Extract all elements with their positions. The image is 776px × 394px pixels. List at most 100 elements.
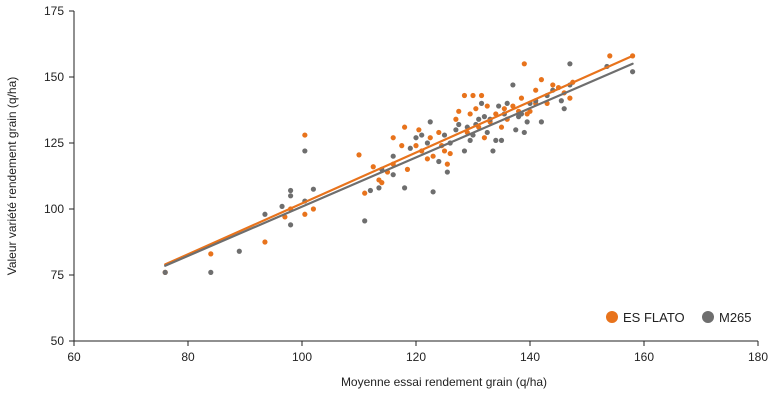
data-point-m265: [427, 119, 433, 125]
y-tick-label: 100: [44, 202, 64, 216]
data-point-m265: [490, 148, 496, 154]
data-point-es-flato: [481, 135, 487, 141]
legend-marker-es-flato: [606, 311, 618, 323]
y-ticks: 50 75 100 125 150 175: [44, 4, 74, 348]
data-point-m265: [419, 132, 425, 138]
x-ticks: 60 80 100 120 140 160 180: [67, 341, 768, 364]
x-tick-label: 180: [748, 350, 768, 364]
data-point-es-flato: [453, 116, 459, 122]
data-point-m265: [310, 186, 316, 192]
data-point-m265: [558, 98, 564, 104]
data-point-m265: [362, 218, 368, 224]
data-point-m265: [208, 269, 214, 275]
data-point-m265: [376, 185, 382, 191]
x-tick-label: 60: [67, 350, 81, 364]
trendline-es-flato: [164, 54, 634, 266]
legend-box: [596, 302, 764, 330]
data-point-es-flato: [461, 92, 468, 99]
x-tick-label: 80: [181, 350, 195, 364]
trendline-m265: [164, 62, 634, 267]
data-point-es-flato: [518, 95, 525, 101]
data-point-m265: [430, 189, 436, 195]
data-point-m265: [567, 61, 573, 67]
data-point-es-flato: [424, 156, 430, 162]
y-tick-label: 125: [44, 136, 64, 150]
data-point-es-flato: [498, 124, 505, 130]
data-point-es-flato: [456, 108, 462, 114]
data-point-m265: [521, 129, 527, 136]
data-point-m265: [561, 106, 567, 112]
data-point-m265: [367, 187, 373, 194]
data-point-m265: [236, 248, 242, 254]
x-tick-label: 160: [634, 350, 654, 364]
data-point-m265: [484, 129, 490, 136]
data-point-es-flato: [399, 143, 405, 149]
data-point-m265: [288, 222, 294, 228]
data-point-m265: [538, 119, 545, 125]
data-point-es-flato: [310, 206, 316, 212]
data-point-m265: [496, 103, 502, 109]
data-point-m265: [498, 137, 505, 143]
trendlines: [164, 54, 634, 267]
x-axis-title: Moyenne essai rendement grain (q/ha): [341, 375, 547, 389]
data-point-es-flato: [302, 211, 308, 217]
data-point-es-flato: [538, 77, 545, 83]
x-tick-label: 140: [520, 350, 540, 364]
y-tick-label: 175: [44, 4, 64, 18]
data-point-m265: [288, 187, 294, 194]
data-point-es-flato: [436, 129, 442, 136]
data-point-es-flato: [527, 108, 533, 114]
axes: 50 75 100 125 150 175 60 80 100 120 140 160 180: [44, 4, 768, 364]
data-point-m265: [481, 114, 487, 120]
data-point-es-flato: [402, 124, 408, 130]
y-tick-label: 75: [51, 268, 65, 282]
data-point-es-flato: [390, 135, 396, 141]
data-point-es-flato: [427, 135, 433, 141]
legend-label-es-flato: ES FLATO: [623, 310, 685, 325]
data-point-es-flato: [413, 143, 419, 149]
y-tick-label: 50: [51, 334, 65, 348]
data-point-m265: [478, 100, 485, 106]
data-point-m265: [279, 203, 285, 209]
data-point-es-flato: [473, 106, 479, 112]
data-point-m265: [630, 69, 636, 75]
data-point-m265: [513, 127, 519, 133]
data-point-m265: [262, 211, 268, 217]
data-point-m265: [424, 140, 430, 146]
data-point-es-flato: [447, 150, 453, 157]
y-axis-title: Valeur variété rendement grain (q/ha): [5, 77, 19, 276]
data-point-m265: [390, 153, 396, 159]
data-point-m265: [390, 172, 396, 178]
legend-marker-m265: [702, 311, 714, 323]
data-point-es-flato: [607, 53, 613, 59]
data-point-m265: [302, 148, 308, 154]
legend-label-m265: M265: [719, 310, 752, 325]
data-point-m265: [288, 193, 294, 199]
data-point-es-flato: [533, 87, 539, 93]
data-point-es-flato: [379, 180, 385, 186]
data-point-es-flato: [208, 251, 214, 257]
data-point-m265: [456, 121, 462, 128]
data-point-es-flato: [567, 95, 573, 101]
data-point-es-flato: [362, 190, 368, 196]
data-point-m265: [436, 158, 442, 165]
data-point-m265: [504, 100, 510, 106]
data-point-m265: [441, 132, 448, 138]
data-point-m265: [476, 116, 482, 122]
data-point-m265: [493, 137, 499, 143]
data-point-es-flato: [404, 166, 411, 172]
data-point-es-flato: [550, 82, 556, 88]
legend: ES FLATO M265: [596, 302, 764, 330]
data-point-es-flato: [356, 152, 362, 158]
data-point-es-flato: [302, 132, 308, 138]
data-point-es-flato: [501, 106, 507, 112]
data-point-m265: [453, 127, 459, 133]
series-m265: [162, 61, 636, 275]
data-point-m265: [444, 169, 450, 175]
data-point-m265: [162, 269, 168, 275]
data-point-es-flato: [262, 239, 268, 245]
data-point-es-flato: [510, 103, 516, 109]
data-point-m265: [467, 137, 473, 143]
data-point-es-flato: [521, 61, 527, 67]
y-tick-label: 150: [44, 70, 64, 84]
